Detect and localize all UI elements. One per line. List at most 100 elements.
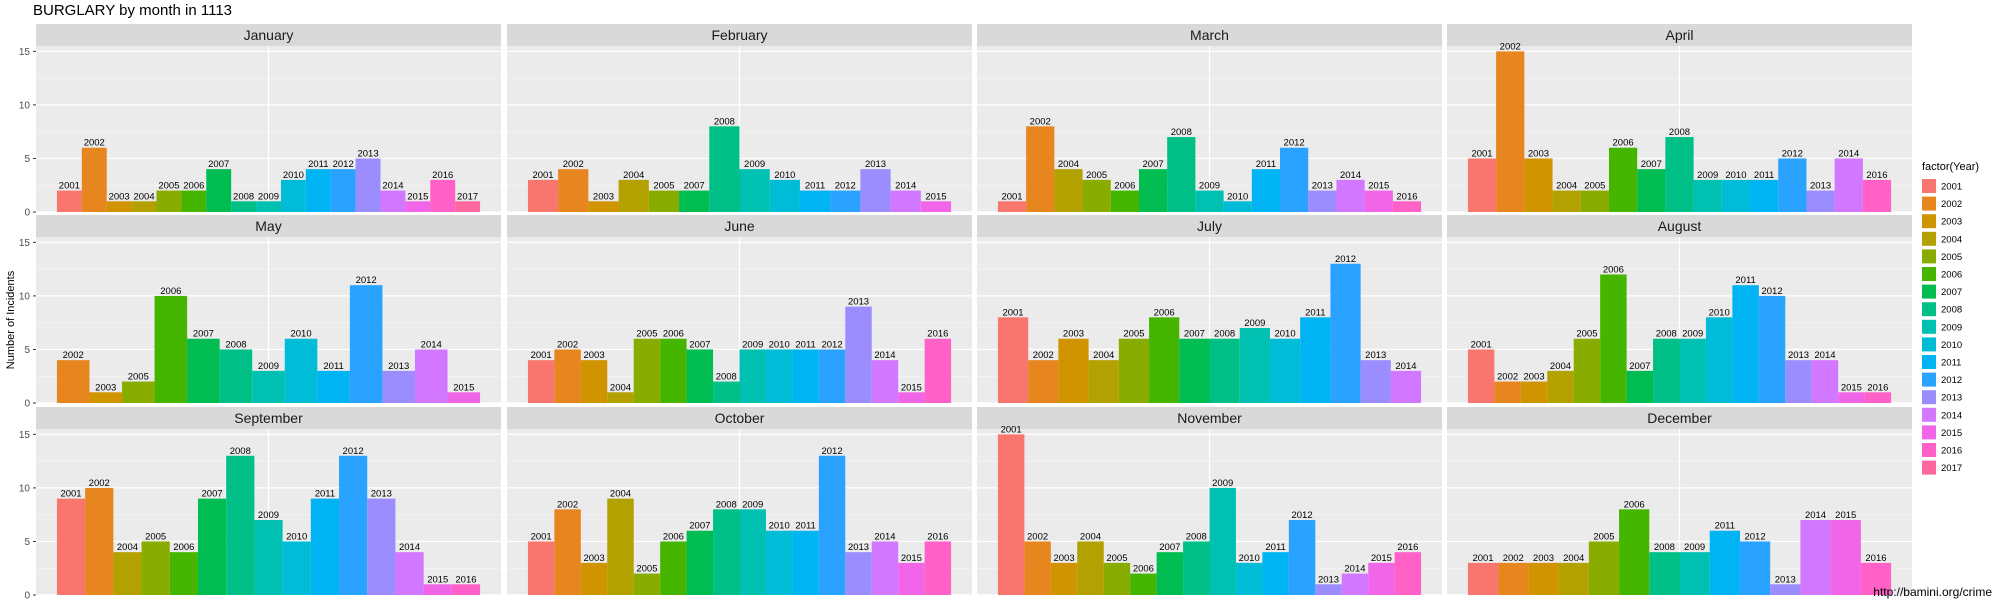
y-tick-label-middle-5: 5 [24,345,30,356]
facet-title-may: May [255,218,281,234]
legend-key-2006 [1922,267,1936,281]
bar-august-2010 [1705,317,1733,403]
facet-title-august: August [1658,218,1702,234]
bar-label-march-2013: 2013 [1312,181,1333,192]
bar-march-2006 [1110,190,1139,212]
bar-label-september-2013: 2013 [371,489,392,500]
bar-october-2003 [580,562,608,595]
bar-label-august-2016: 2016 [1867,382,1888,393]
legend-key-2009 [1922,319,1936,334]
bar-label-october-2010: 2010 [769,521,790,532]
bar-label-august-2010: 2010 [1709,307,1730,318]
legend-key-2008 [1922,302,1936,317]
bar-label-january-2013: 2013 [357,148,378,159]
bar-label-december-2012: 2012 [1744,531,1765,542]
bar-january-2012 [330,169,356,212]
bar-june-2015 [898,392,925,403]
bar-september-2001 [56,498,86,595]
bar-february-2012 [830,190,861,212]
bar-april-2003 [1524,158,1553,212]
bar-february-2002 [558,169,589,212]
bar-june-2014 [871,360,899,403]
bar-label-december-2001: 2001 [1472,553,1493,564]
bar-june-2011 [792,349,819,403]
bar-label-may-2005: 2005 [128,372,149,383]
bar-label-july-2013: 2013 [1365,350,1386,361]
facet-strip-august [1447,215,1912,237]
bar-label-april-2009: 2009 [1697,170,1718,181]
bar-label-february-2015: 2015 [925,191,946,202]
bar-label-august-2008: 2008 [1656,329,1677,340]
bar-september-2011 [310,498,340,595]
bar-label-february-2014: 2014 [895,181,916,192]
facet-strip-july [977,215,1442,237]
bar-label-april-2006: 2006 [1613,138,1634,149]
bar-label-september-2012: 2012 [343,446,364,457]
bar-february-2005 [648,190,680,212]
bar-label-april-2003: 2003 [1528,148,1549,159]
legend-key-2012 [1922,372,1936,387]
legend-key-2002 [1922,196,1936,211]
bar-february-2008 [709,126,740,212]
bar-september-2016 [451,584,481,595]
bar-label-november-2006: 2006 [1133,564,1154,575]
bar-label-april-2008: 2008 [1669,127,1690,138]
bar-october-2006 [660,541,687,595]
bar-february-2011 [799,190,831,212]
bar-october-2002 [554,509,581,595]
bar-label-november-2010: 2010 [1239,553,1260,564]
bar-december-2003 [1528,562,1559,595]
bar-label-december-2003: 2003 [1533,553,1554,564]
legend-key-2003 [1922,214,1936,229]
bar-label-june-2016: 2016 [927,329,948,340]
bar-label-february-2013: 2013 [865,159,886,170]
legend-label-2014: 2014 [1941,410,1962,421]
bar-october-2013 [845,552,872,595]
legend-label-2005: 2005 [1941,252,1962,263]
bar-label-june-2010: 2010 [769,339,790,350]
bar-august-2016 [1864,392,1892,403]
bar-september-2005 [141,541,170,595]
bar-label-february-2004: 2004 [623,170,644,181]
bar-january-2016 [430,179,456,212]
bar-label-february-2011: 2011 [805,181,825,192]
legend-label-2009: 2009 [1941,322,1962,333]
bar-february-2010 [769,179,800,212]
legend-key-2005 [1922,249,1936,264]
bar-june-2001 [527,360,555,403]
bar-label-october-2003: 2003 [583,553,604,564]
bar-march-2013 [1308,190,1337,212]
bar-label-december-2008: 2008 [1654,542,1675,553]
bar-august-2004 [1547,370,1574,403]
bar-label-september-2010: 2010 [286,531,307,542]
bar-august-2009 [1679,338,1706,403]
bar-june-2012 [818,349,846,403]
bar-label-january-2003: 2003 [109,191,130,202]
bar-label-june-2001: 2001 [531,350,552,361]
bar-july-2009 [1239,328,1270,403]
bar-label-july-2010: 2010 [1274,329,1295,340]
bar-label-september-2008: 2008 [230,446,251,457]
bar-november-2009 [1209,487,1236,595]
bar-november-2014 [1341,573,1369,595]
bar-label-september-2014: 2014 [399,542,420,553]
bar-february-2007 [679,190,710,212]
bar-label-january-2017: 2017 [457,191,478,202]
bar-january-2006 [181,190,207,212]
bar-label-may-2007: 2007 [193,329,214,340]
bar-june-2010 [765,349,793,403]
bar-july-2014 [1390,370,1422,403]
bar-march-2016 [1392,201,1422,212]
facet-title-december: December [1647,410,1712,426]
facet-strip-september [36,407,501,429]
bar-april-2007 [1637,169,1666,212]
bar-september-2004 [113,552,142,595]
bar-january-2002 [81,147,107,212]
bar-label-october-2005: 2005 [636,564,657,575]
bar-label-january-2002: 2002 [84,138,105,149]
bar-label-april-2002: 2002 [1500,41,1521,52]
bar-january-2011 [305,169,331,212]
bar-label-march-2005: 2005 [1086,170,1107,181]
bar-february-2004 [618,179,649,212]
